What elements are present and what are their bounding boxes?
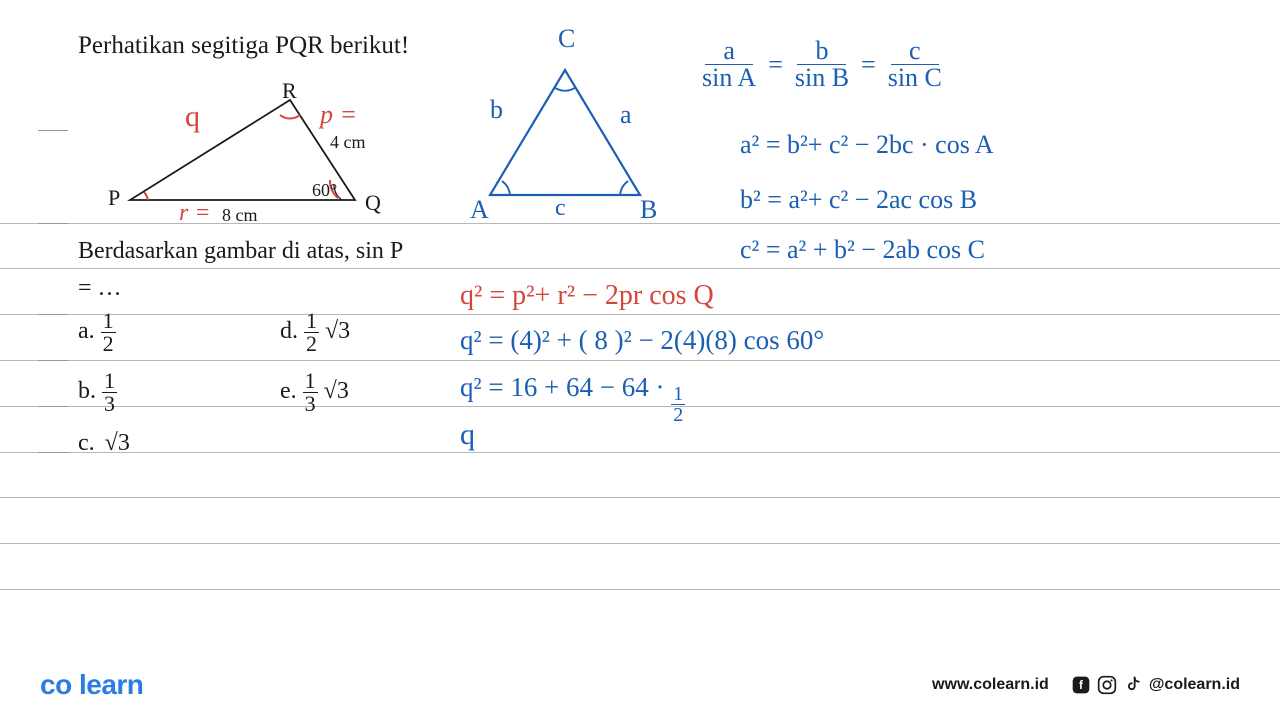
margin-tick [38, 452, 68, 453]
cos-rule-b: b² = a²+ c² − 2ac cos B [740, 185, 977, 215]
opt-a: a. 12 [78, 310, 116, 355]
sine-rule: asin A = bsin B = csin C [700, 38, 944, 91]
work-line1: q² = p²+ r² − 2pr cos Q [460, 280, 714, 312]
hand-r-side: r = [179, 200, 211, 227]
ruled-line [0, 497, 1280, 498]
side-r-len: 8 cm [222, 205, 258, 226]
cos-rule-a: a² = b²+ c² − 2bc · cos A [740, 130, 994, 160]
abc-A: A [470, 195, 489, 225]
tiktok-icon [1123, 675, 1143, 695]
question-text: Berdasarkan gambar di atas, sin P [78, 238, 403, 265]
triangle-abc [470, 45, 670, 215]
facebook-icon: f [1071, 675, 1091, 695]
angle-q: 60° [312, 180, 337, 201]
vertex-r: R [282, 78, 297, 104]
margin-tick [38, 406, 68, 407]
brand-logo: co learn [40, 669, 143, 701]
ruled-line [0, 589, 1280, 590]
abc-side-c: c [555, 195, 566, 222]
ruled-line [0, 314, 1280, 315]
instagram-icon [1097, 675, 1117, 695]
margin-tick [38, 360, 68, 361]
hand-p-side: p = [320, 100, 357, 130]
cos-rule-c: c² = a² + b² − 2ab cos C [740, 235, 985, 265]
social-block: f @colearn.id [1071, 675, 1240, 695]
side-p-len: 4 cm [330, 132, 366, 153]
footer: co learn www.colearn.id f @colearn.id [0, 650, 1280, 720]
equals-dots: = … [78, 275, 122, 302]
abc-C: C [558, 24, 575, 54]
ruled-line [0, 268, 1280, 269]
hand-q-side: q [185, 100, 200, 134]
ruled-line [0, 543, 1280, 544]
opt-c: c. √3 [78, 430, 130, 457]
ruled-line [0, 452, 1280, 453]
svg-text:f: f [1079, 679, 1083, 692]
abc-side-a: a [620, 100, 632, 130]
footer-url: www.colearn.id [932, 676, 1049, 694]
ruled-line [0, 360, 1280, 361]
work-line4: q [460, 418, 475, 452]
opt-b: b. 13 [78, 370, 117, 415]
vertex-p: P [108, 185, 120, 211]
social-handle: @colearn.id [1149, 676, 1240, 694]
abc-side-b: b [490, 95, 503, 125]
opt-d: d. 12 √3 [280, 310, 350, 355]
margin-tick [38, 223, 68, 224]
margin-tick [38, 314, 68, 315]
problem-title: Perhatikan segitiga PQR berikut! [78, 32, 409, 60]
margin-tick [38, 130, 68, 131]
opt-e: e. 13 √3 [280, 370, 349, 415]
abc-B: B [640, 195, 657, 225]
vertex-q: Q [365, 190, 381, 216]
work-line2: q² = (4)² + ( 8 )² − 2(4)(8) cos 60° [460, 325, 824, 356]
work-line3: q² = 16 + 64 − 64 · 12 [460, 372, 685, 425]
